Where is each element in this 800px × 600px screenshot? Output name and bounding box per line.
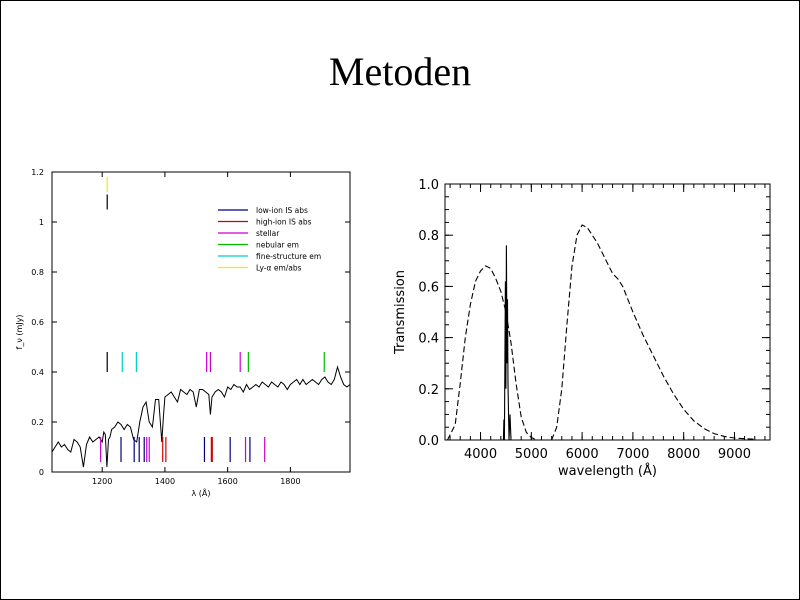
y-tick-label: 1 — [39, 218, 44, 227]
y-tick-label: 0.0 — [418, 434, 439, 449]
filter-curve — [447, 265, 542, 441]
x-tick-label: 7000 — [616, 447, 649, 462]
x-tick-label: 1400 — [155, 477, 175, 486]
x-tick-label: 6000 — [566, 447, 599, 462]
legend-label: nebular em — [256, 241, 299, 250]
legend-label: high-ion IS abs — [256, 218, 312, 227]
plot-frame — [444, 183, 771, 441]
y-tick-label: 0.4 — [418, 332, 439, 347]
x-tick-label: 5000 — [515, 447, 548, 462]
spectrum-line — [51, 365, 351, 468]
y-tick-label: 0.2 — [31, 418, 44, 427]
y-tick-label: 0.2 — [418, 383, 439, 398]
y-tick-label: 0.4 — [31, 368, 44, 377]
filter-curve — [551, 224, 755, 441]
slide-title: Metoden — [328, 49, 472, 94]
filter-transmission-chart: 0.0 0.2 0.4 0.6 0.8 1.0 4000 5000 6000 7000 8000 90… — [393, 178, 771, 479]
x-tick-label: 1800 — [280, 477, 300, 486]
x-tick-label: 9000 — [718, 447, 751, 462]
x-tick-label: 1600 — [217, 477, 237, 486]
x-tick-label: 8000 — [667, 447, 700, 462]
y-axis-label: f_ν (mJy) — [15, 315, 24, 350]
y-tick-label: 0.6 — [418, 280, 439, 295]
legend-label: fine-structure em — [256, 252, 321, 261]
y-tick-label: 0.6 — [31, 318, 44, 327]
spectrum-line — [455, 245, 770, 441]
y-tick-label: 0 — [39, 468, 44, 477]
legend-label: stellar — [256, 229, 280, 238]
spectrum-chart: 0 0.2 0.4 0.6 0.8 1 1.2 1200 1400 1600 1800 λ (Å) f_… — [15, 168, 351, 498]
x-axis-label: λ (Å) — [192, 487, 211, 498]
legend-label: Ly-α em/abs — [256, 264, 302, 273]
y-tick-label: 1.2 — [31, 168, 44, 177]
x-tick-label: 1200 — [92, 477, 112, 486]
y-tick-label: 1.0 — [418, 178, 439, 193]
y-tick-label: 0.8 — [31, 268, 44, 277]
x-tick-label: 4000 — [464, 447, 497, 462]
y-tick-label: 0.8 — [418, 229, 439, 244]
legend-label: low-ion IS abs — [256, 206, 308, 215]
y-axis-label: Transmission — [393, 270, 408, 355]
x-axis-label: wavelength (Å) — [558, 463, 657, 479]
